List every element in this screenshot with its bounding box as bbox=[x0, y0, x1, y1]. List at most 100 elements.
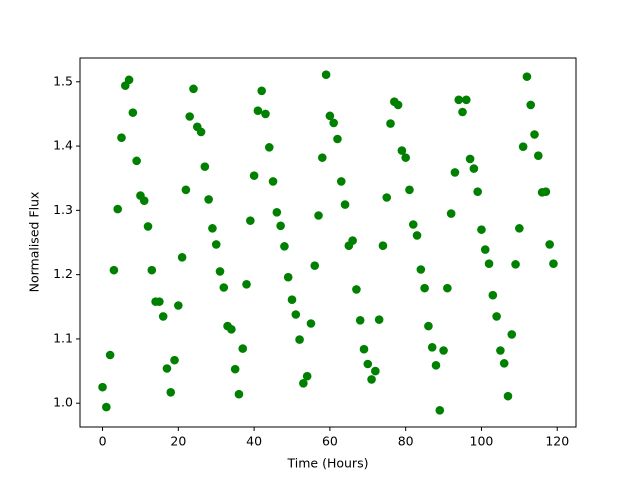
y-tick-label: 1.4 bbox=[53, 138, 73, 153]
point bbox=[276, 221, 285, 231]
point bbox=[480, 245, 490, 254]
point bbox=[314, 211, 323, 220]
point bbox=[268, 177, 278, 186]
x-tick-label: 40 bbox=[246, 434, 262, 449]
point bbox=[132, 156, 141, 166]
point bbox=[113, 204, 123, 214]
point bbox=[242, 279, 251, 289]
point bbox=[439, 346, 448, 355]
point bbox=[507, 330, 517, 339]
y-tick-label: 1.3 bbox=[53, 202, 73, 217]
point bbox=[249, 171, 259, 180]
point bbox=[272, 207, 282, 217]
point bbox=[412, 231, 422, 240]
point bbox=[496, 346, 505, 355]
y-tick-label: 1.0 bbox=[53, 395, 73, 410]
point bbox=[333, 134, 342, 144]
point bbox=[211, 240, 221, 249]
point bbox=[238, 344, 248, 353]
point bbox=[408, 220, 418, 229]
point bbox=[200, 162, 210, 171]
point bbox=[424, 321, 433, 331]
point bbox=[355, 315, 365, 325]
point bbox=[174, 301, 183, 310]
point bbox=[283, 272, 293, 282]
point bbox=[446, 209, 456, 218]
point bbox=[348, 236, 357, 245]
point bbox=[102, 402, 111, 412]
point bbox=[208, 224, 217, 233]
x-tick-label: 80 bbox=[398, 434, 414, 449]
point bbox=[416, 265, 426, 274]
point bbox=[291, 310, 301, 319]
point bbox=[215, 267, 225, 276]
point bbox=[427, 342, 437, 352]
point bbox=[431, 360, 441, 370]
y-axis-label: Normalised Flux bbox=[27, 192, 42, 293]
point bbox=[378, 241, 388, 251]
point bbox=[477, 225, 486, 234]
point bbox=[124, 75, 134, 85]
point bbox=[397, 146, 407, 155]
point bbox=[170, 355, 179, 365]
point bbox=[492, 312, 501, 321]
point bbox=[117, 133, 126, 143]
point bbox=[340, 200, 350, 209]
point bbox=[234, 389, 244, 399]
point bbox=[257, 86, 266, 96]
point bbox=[177, 252, 187, 262]
point bbox=[499, 359, 509, 368]
point bbox=[359, 344, 369, 354]
point bbox=[511, 260, 520, 269]
point bbox=[526, 100, 536, 110]
point bbox=[518, 142, 528, 152]
point bbox=[143, 222, 153, 231]
point bbox=[98, 382, 107, 392]
point bbox=[261, 109, 270, 119]
point bbox=[488, 290, 498, 300]
point bbox=[549, 259, 558, 269]
y-tick-label: 1.1 bbox=[53, 330, 73, 345]
point bbox=[302, 371, 312, 381]
point bbox=[374, 315, 384, 324]
point bbox=[469, 164, 479, 173]
point bbox=[503, 391, 513, 401]
point bbox=[139, 196, 149, 206]
point bbox=[533, 151, 543, 161]
point bbox=[382, 193, 392, 202]
x-axis-label: Time (Hours) bbox=[287, 456, 369, 471]
point bbox=[181, 185, 191, 195]
point bbox=[363, 359, 373, 369]
point bbox=[530, 130, 539, 139]
point bbox=[367, 375, 376, 384]
point bbox=[246, 216, 255, 225]
point bbox=[454, 95, 464, 105]
point bbox=[109, 265, 119, 275]
point bbox=[227, 324, 236, 334]
point bbox=[465, 154, 475, 164]
point bbox=[310, 261, 320, 270]
point bbox=[280, 242, 289, 251]
point bbox=[515, 224, 524, 233]
axes-frame bbox=[79, 57, 577, 428]
x-tick-label: 120 bbox=[545, 434, 569, 449]
point bbox=[166, 387, 176, 397]
point bbox=[462, 95, 471, 105]
point bbox=[321, 70, 331, 80]
point bbox=[458, 107, 467, 117]
point bbox=[545, 240, 554, 249]
point bbox=[325, 111, 335, 121]
point bbox=[541, 187, 551, 197]
point bbox=[204, 195, 213, 204]
point bbox=[336, 177, 346, 186]
point bbox=[196, 127, 206, 137]
x-tick-label: 60 bbox=[322, 434, 338, 449]
point bbox=[230, 364, 240, 374]
point bbox=[295, 335, 304, 344]
point bbox=[128, 108, 138, 117]
point bbox=[473, 187, 482, 197]
point bbox=[185, 112, 194, 121]
y-tick-label: 1.2 bbox=[53, 266, 73, 281]
